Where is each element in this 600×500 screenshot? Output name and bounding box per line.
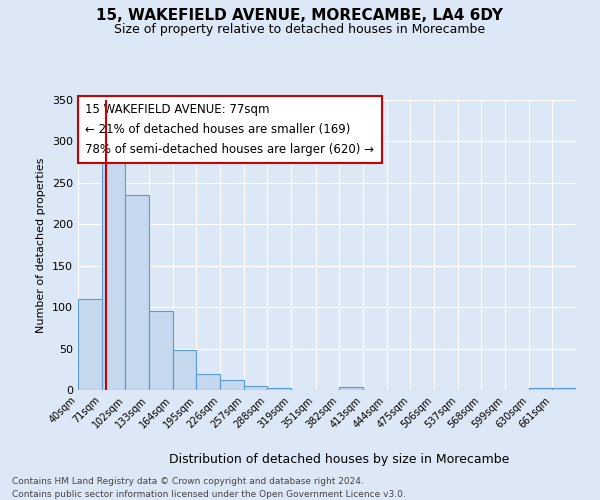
Text: Size of property relative to detached houses in Morecambe: Size of property relative to detached ho… bbox=[115, 22, 485, 36]
Bar bbox=[101, 158, 125, 390]
Bar bbox=[220, 380, 244, 390]
Bar bbox=[196, 374, 220, 390]
Bar bbox=[78, 299, 101, 390]
Bar bbox=[173, 350, 196, 390]
Text: Contains HM Land Registry data © Crown copyright and database right 2024.: Contains HM Land Registry data © Crown c… bbox=[12, 478, 364, 486]
Bar bbox=[268, 388, 291, 390]
Bar bbox=[149, 312, 173, 390]
Y-axis label: Number of detached properties: Number of detached properties bbox=[37, 158, 46, 332]
Text: 15 WAKEFIELD AVENUE: 77sqm
← 21% of detached houses are smaller (169)
78% of sem: 15 WAKEFIELD AVENUE: 77sqm ← 21% of deta… bbox=[85, 103, 374, 156]
Bar bbox=[339, 386, 363, 390]
Text: 15, WAKEFIELD AVENUE, MORECAMBE, LA4 6DY: 15, WAKEFIELD AVENUE, MORECAMBE, LA4 6DY bbox=[97, 8, 503, 22]
Bar bbox=[529, 388, 553, 390]
Text: Distribution of detached houses by size in Morecambe: Distribution of detached houses by size … bbox=[169, 452, 509, 466]
Text: Contains public sector information licensed under the Open Government Licence v3: Contains public sector information licen… bbox=[12, 490, 406, 499]
Bar bbox=[244, 386, 268, 390]
Bar bbox=[553, 388, 576, 390]
Bar bbox=[125, 196, 149, 390]
